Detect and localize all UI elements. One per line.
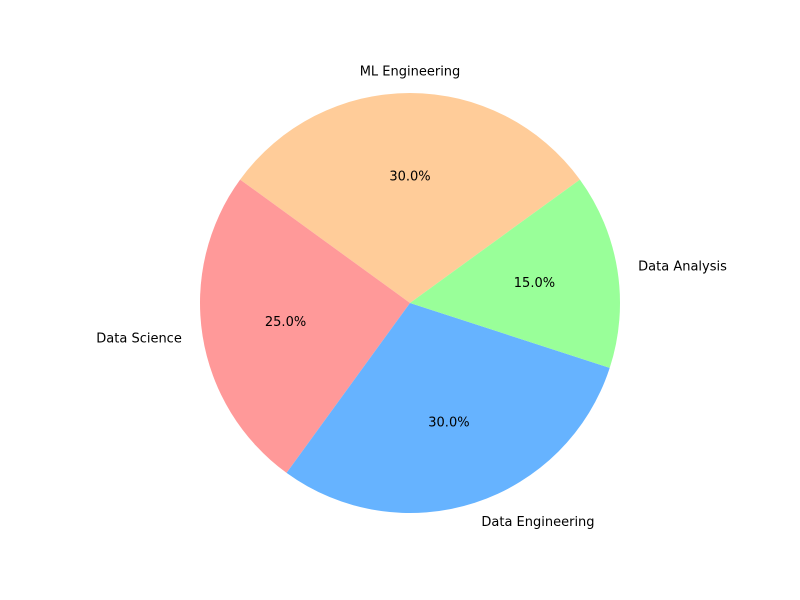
slice-percent-data-analysis: 15.0% [514, 276, 555, 291]
slice-percent-data-engineering: 30.0% [428, 415, 469, 430]
pie-slice-ml-engineering [240, 92, 580, 303]
slice-label-data-engineering: Data Engineering [481, 515, 594, 530]
pie-slice-data-science [200, 179, 410, 473]
pie-slice-data-engineering [286, 303, 610, 513]
slice-percent-data-science: 25.0% [265, 315, 306, 330]
slice-percent-ml-engineering: 30.0% [389, 170, 430, 185]
pie-slice-data-analysis [410, 179, 621, 368]
slice-label-data-science: Data Science [96, 332, 182, 347]
slice-label-data-analysis: Data Analysis [638, 259, 727, 274]
slice-label-ml-engineering: ML Engineering [360, 65, 461, 80]
